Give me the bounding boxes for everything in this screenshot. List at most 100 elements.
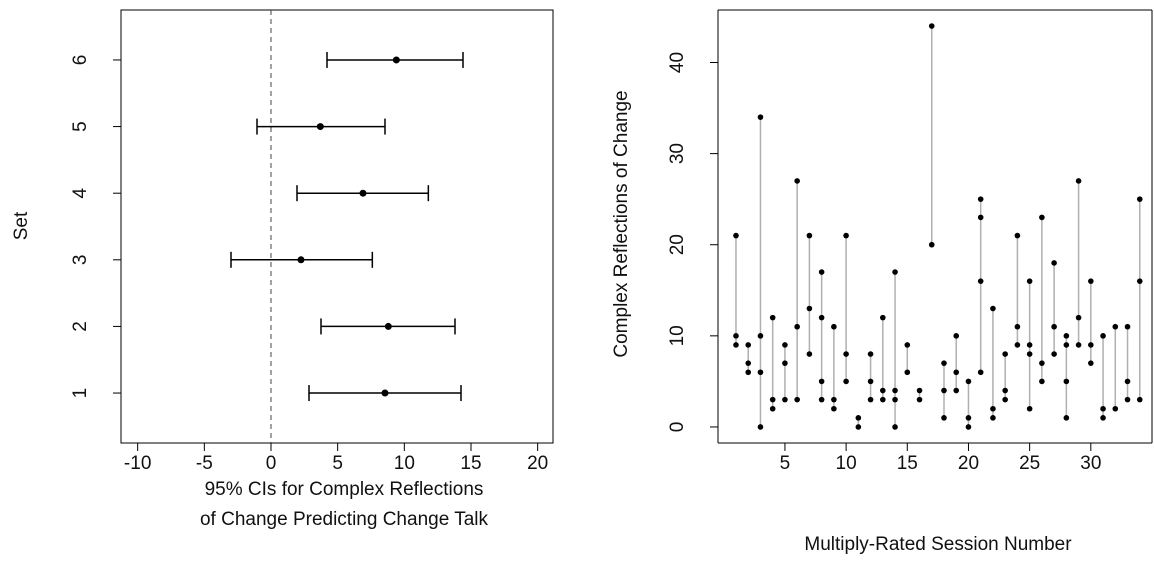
- rating-point: [1014, 323, 1021, 330]
- rating-point: [892, 387, 898, 394]
- rating-point: [916, 387, 923, 394]
- x-tick-label: 5: [332, 453, 343, 474]
- rating-point: [892, 424, 898, 430]
- rating-point: [806, 232, 813, 239]
- x-tick-label: 0: [266, 453, 277, 474]
- rating-point: [843, 378, 849, 385]
- rating-point: [941, 360, 947, 366]
- rating-point: [1014, 342, 1021, 348]
- estimate-point: [381, 389, 389, 397]
- rating-point: [1124, 396, 1131, 403]
- rating-point: [794, 323, 800, 330]
- x-tick-label: 15: [460, 453, 481, 474]
- rating-point: [831, 323, 837, 330]
- rating-point: [745, 369, 752, 376]
- y-tick-label: 10: [667, 325, 688, 346]
- x-tick-label: 5: [780, 453, 791, 474]
- rating-point: [843, 232, 849, 239]
- rating-point: [1014, 232, 1021, 239]
- estimate-point: [392, 56, 400, 64]
- rating-point: [818, 378, 825, 385]
- rating-point: [1075, 178, 1082, 184]
- rating-point: [928, 241, 935, 248]
- rating-point: [1039, 360, 1045, 366]
- rating-point: [769, 405, 776, 412]
- rating-point: [892, 269, 898, 275]
- rating-point: [1136, 396, 1143, 403]
- rating-point: [757, 114, 764, 120]
- x-axis-title: Multiply-Rated Session Number: [804, 534, 1072, 555]
- rating-point: [1051, 260, 1057, 266]
- y-tick-label: 1: [70, 388, 91, 399]
- rating-point: [1051, 351, 1057, 357]
- rating-point: [782, 342, 788, 348]
- x-tick-label: 20: [958, 453, 979, 474]
- rating-point: [745, 360, 752, 366]
- x-tick-label: 10: [836, 453, 857, 474]
- rating-point: [1063, 342, 1070, 348]
- rating-point: [831, 396, 837, 403]
- rating-point: [941, 415, 947, 421]
- rating-point: [1039, 378, 1045, 385]
- rating-point: [953, 333, 960, 339]
- rating-point: [757, 333, 764, 339]
- rating-point: [1136, 278, 1143, 284]
- rating-point: [733, 232, 739, 239]
- rating-point: [1026, 342, 1033, 348]
- rating-point: [794, 396, 800, 403]
- rating-point: [965, 424, 972, 430]
- rating-point: [1063, 378, 1070, 385]
- rating-point: [1124, 378, 1131, 385]
- y-tick-label: 40: [667, 52, 688, 73]
- y-tick-label: 6: [70, 55, 91, 66]
- x-tick-label: 30: [1080, 453, 1101, 474]
- x-tick-label: 20: [527, 453, 548, 474]
- rating-point: [1124, 323, 1131, 330]
- rating-point: [1002, 396, 1008, 403]
- rating-point: [990, 415, 996, 421]
- rating-point: [1112, 405, 1119, 412]
- rating-point: [867, 351, 874, 357]
- rating-point: [1112, 323, 1119, 330]
- x-tick-label: -5: [196, 453, 213, 474]
- rating-point: [1026, 278, 1033, 284]
- rating-point: [1051, 323, 1057, 330]
- x-tick-label: 15: [897, 453, 918, 474]
- rating-point: [733, 333, 739, 339]
- rating-point: [757, 424, 764, 430]
- plot-frame: [120, 9, 554, 444]
- rating-point: [1063, 333, 1070, 339]
- rating-point: [977, 196, 984, 202]
- rating-point: [855, 415, 862, 421]
- y-tick-label: 30: [667, 143, 688, 164]
- rating-point: [880, 314, 886, 321]
- y-tick-label: 0: [667, 422, 688, 433]
- rating-point: [990, 405, 996, 412]
- rating-point: [769, 314, 776, 321]
- y-axis-title: Complex Reflections of Change: [611, 90, 632, 357]
- rating-point: [1063, 415, 1070, 421]
- estimate-point: [359, 189, 367, 197]
- rating-point: [1075, 342, 1082, 348]
- y-tick-label: 3: [70, 255, 91, 266]
- y-tick-label: 5: [70, 121, 91, 132]
- rating-point: [965, 378, 972, 385]
- rating-point: [977, 214, 984, 221]
- rating-point: [941, 387, 947, 394]
- estimate-point: [384, 322, 392, 330]
- rating-point: [818, 396, 825, 403]
- rating-point: [1100, 333, 1106, 339]
- rating-point: [1002, 351, 1008, 357]
- rating-point: [843, 351, 849, 357]
- rating-point: [806, 305, 813, 312]
- rating-point: [880, 396, 886, 403]
- rating-point: [1026, 351, 1033, 357]
- rating-point: [1136, 196, 1143, 202]
- x-axis-title: of Change Predicting Change Talk: [200, 509, 489, 530]
- y-tick-label: 20: [667, 234, 688, 255]
- rating-point: [1002, 387, 1008, 394]
- rating-point: [806, 351, 813, 357]
- rating-point: [1088, 360, 1094, 366]
- rating-point: [782, 360, 788, 366]
